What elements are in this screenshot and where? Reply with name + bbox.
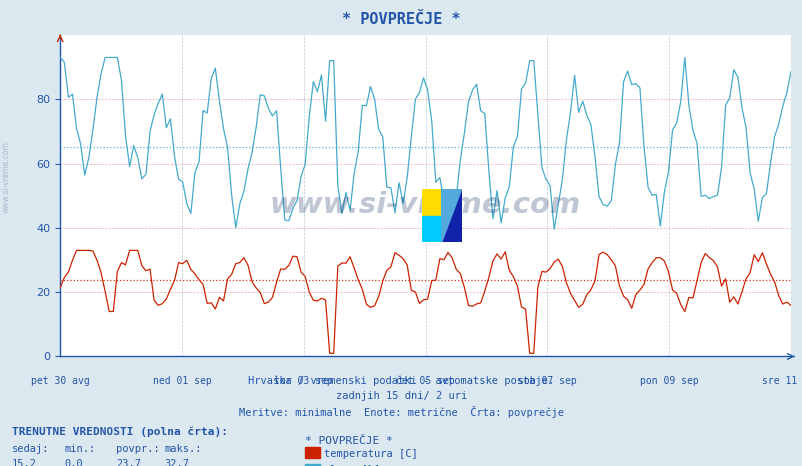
Text: 32,7: 32,7 [164, 459, 189, 466]
Text: povpr.:: povpr.: [116, 444, 160, 454]
Text: maks.:: maks.: [164, 444, 202, 454]
Text: www.si-vreme.com: www.si-vreme.com [2, 141, 11, 213]
Text: * POVPREČJE *: * POVPREČJE * [305, 436, 392, 445]
Text: www.si-vreme.com: www.si-vreme.com [269, 192, 581, 219]
Polygon shape [441, 189, 461, 242]
Text: tor 03 sep: tor 03 sep [274, 376, 333, 386]
Text: pet 30 avg: pet 30 avg [30, 376, 90, 386]
Text: * POVPREČJE *: * POVPREČJE * [342, 12, 460, 27]
Polygon shape [441, 189, 461, 242]
Text: temperatura [C]: temperatura [C] [323, 449, 417, 459]
Text: pon 09 sep: pon 09 sep [639, 376, 698, 386]
Text: 15,2: 15,2 [12, 459, 37, 466]
Text: 0,0: 0,0 [64, 459, 83, 466]
Text: zadnjih 15 dni/ 2 uri: zadnjih 15 dni/ 2 uri [335, 391, 467, 400]
Text: ned 01 sep: ned 01 sep [152, 376, 211, 386]
Text: Hrvaška / vremenski podatki - avtomatske postaje.: Hrvaška / vremenski podatki - avtomatske… [248, 375, 554, 386]
Text: Meritve: minimalne  Enote: metrične  Črta: povprečje: Meritve: minimalne Enote: metrične Črta:… [239, 406, 563, 418]
Bar [421, 189, 441, 215]
Text: sob 07 sep: sob 07 sep [517, 376, 576, 386]
Text: vlaga [%]: vlaga [%] [323, 465, 379, 466]
Text: TRENUTNE VREDNOSTI (polna črta):: TRENUTNE VREDNOSTI (polna črta): [12, 426, 228, 437]
Bar [421, 215, 441, 242]
Text: čet 05 sep: čet 05 sep [395, 376, 455, 386]
Text: min.:: min.: [64, 444, 95, 454]
Text: 23,7: 23,7 [116, 459, 141, 466]
Text: sre 11 sep: sre 11 sep [760, 376, 802, 386]
Text: sedaj:: sedaj: [12, 444, 50, 454]
